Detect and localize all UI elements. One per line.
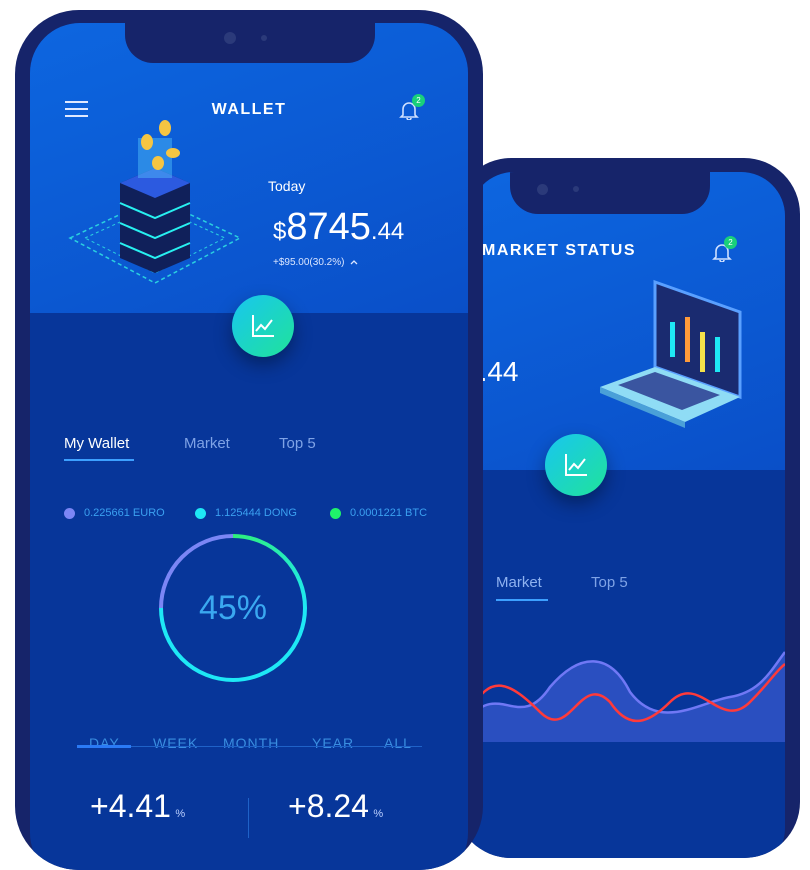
- balance-integer: 8745: [286, 206, 371, 248]
- chart-button[interactable]: [232, 295, 294, 357]
- btc-dot: [330, 507, 341, 519]
- notification-badge: 2: [412, 94, 425, 107]
- series-red: [470, 663, 785, 722]
- gauge-percent: 45%: [198, 589, 268, 627]
- stat-divider: [248, 798, 249, 838]
- gauge-ring: [159, 534, 307, 682]
- stat-day: +4.41 %: [90, 788, 185, 825]
- market-phone: MARKET STATUS 2 5.44 Market Top 5: [455, 158, 800, 858]
- market-line-chart: [470, 651, 785, 742]
- wallet-screen: WALLET 2 Today $8745.44 +$95.00(30.2%) M…: [30, 23, 468, 870]
- market-screen: MARKET STATUS 2 5.44 Market Top 5: [470, 172, 785, 858]
- chart-button[interactable]: [545, 434, 607, 496]
- series-blue: [470, 651, 785, 718]
- balance: $8745.44: [273, 206, 404, 249]
- period-day[interactable]: DAY: [89, 735, 120, 751]
- chevron-up-icon: [350, 260, 358, 265]
- legend-euro: 0.225661 EURO: [64, 507, 165, 519]
- series-area: [470, 652, 785, 742]
- period-year[interactable]: YEAR: [312, 735, 355, 751]
- legend-label: 0.0001221 BTC: [350, 507, 428, 519]
- tab-top5[interactable]: Top 5: [591, 574, 628, 591]
- gauge-segment-euro: [159, 534, 234, 609]
- dong-dot: [195, 507, 206, 519]
- legend-label: 1.125444 DONG: [215, 507, 297, 519]
- stat-week: +8.24 %: [288, 788, 383, 825]
- wallet-phone: WALLET 2 Today $8745.44 +$95.00(30.2%) M…: [15, 10, 483, 870]
- wallet-title: WALLET: [211, 101, 287, 118]
- currency-symbol: $: [273, 218, 287, 245]
- market-title: MARKET STATUS: [482, 242, 637, 259]
- legend-btc: 0.0001221 BTC: [330, 507, 427, 519]
- notification-badge: 2: [724, 236, 737, 249]
- tab-market[interactable]: Market: [184, 435, 230, 452]
- active-tab-indicator: [64, 459, 134, 461]
- tab-my-wallet[interactable]: My Wallet: [64, 435, 130, 452]
- tab-top5[interactable]: Top 5: [279, 435, 316, 452]
- chart-trend-icon: [252, 315, 274, 337]
- legend-dong: 1.125444 DONG: [195, 507, 297, 519]
- euro-dot: [64, 507, 75, 519]
- legend-label: 0.225661 EURO: [84, 507, 165, 519]
- period-active-indicator: [77, 745, 131, 748]
- period-divider: [77, 746, 422, 747]
- chart-trend-icon: [565, 454, 587, 476]
- gauge-segment-btc: [232, 534, 307, 609]
- hamburger-menu-icon[interactable]: [65, 101, 88, 117]
- period-week[interactable]: WEEK: [153, 735, 199, 751]
- change-text: +$95.00(30.2%): [273, 257, 345, 268]
- server-coins-illustration: [68, 120, 242, 284]
- gauge-segment-dong: [159, 607, 307, 682]
- stat-value: +8.24: [288, 788, 369, 824]
- balance-change: +$95.00(30.2%): [273, 257, 358, 268]
- laptop-illustration: [600, 279, 742, 428]
- stat-value: +4.41: [90, 788, 171, 824]
- tab-market[interactable]: Market: [496, 574, 542, 591]
- bell-icon[interactable]: [399, 100, 419, 120]
- period-all[interactable]: ALL: [384, 735, 412, 751]
- balance-decimal: .44: [370, 218, 405, 245]
- today-label: Today: [268, 178, 306, 194]
- period-month[interactable]: MONTH: [223, 735, 280, 751]
- active-tab-indicator: [496, 599, 548, 601]
